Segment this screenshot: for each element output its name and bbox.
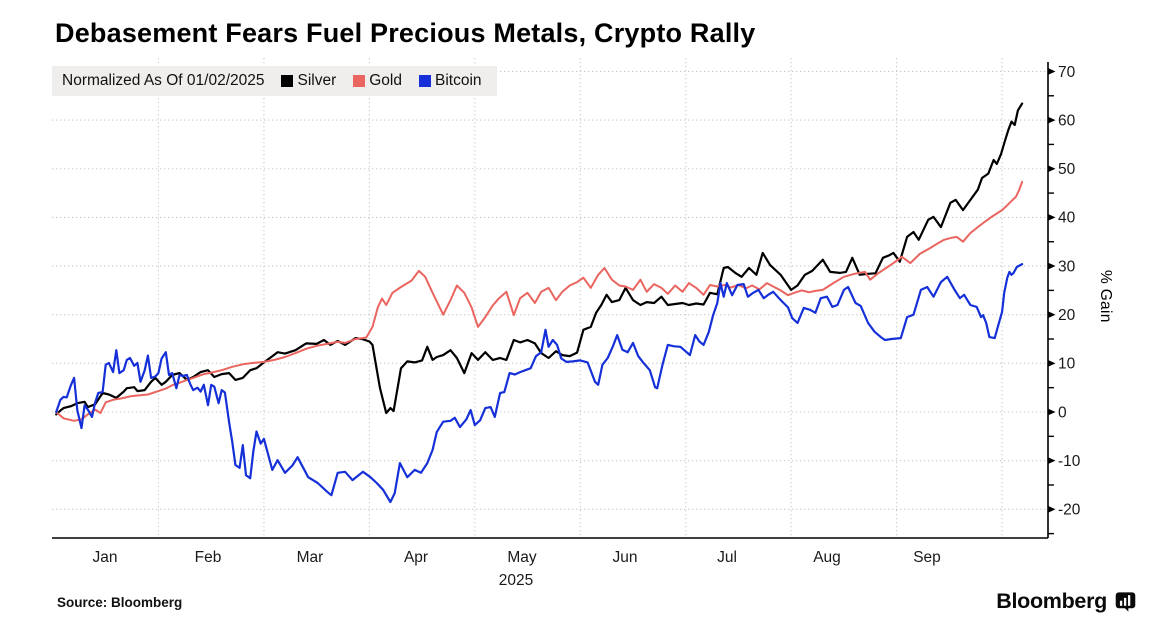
y-tick-label: 70 [1058,64,1076,81]
x-tick-label: Jul [717,549,737,566]
y-major-tick [1048,505,1056,513]
y-major-tick [1048,408,1056,416]
legend-label-silver: Silver [297,72,337,89]
legend-item-bitcoin: Bitcoin [419,72,482,90]
page-title: Debasement Fears Fuel Precious Metals, C… [55,18,756,48]
x-tick-label: Mar [297,549,324,566]
x-tick-label: Sep [913,549,941,566]
x-tick-label: Apr [404,549,428,566]
y-tick-label: 30 [1058,258,1076,275]
legend-swatch-silver [281,75,294,87]
legend-label-bitcoin: Bitcoin [435,72,482,89]
bloomberg-wordmark: Bloomberg [996,589,1107,613]
series-line-silver [55,102,1024,416]
y-tick-label: 20 [1058,307,1076,324]
legend-items: Silver Gold Bitcoin [281,72,482,90]
y-tick-label: 10 [1058,356,1076,373]
y-major-tick [1048,359,1056,367]
series-line-bitcoin [55,263,1024,504]
y-major-tick [1048,165,1056,173]
y-major-tick [1048,262,1056,270]
bloomberg-logo-icon [1114,590,1137,613]
y-tick-label: -10 [1058,453,1081,470]
y-major-tick [1048,457,1056,465]
x-tick-label: Jun [613,549,638,566]
bloomberg-brand: Bloomberg [996,589,1137,614]
series-line-gold [55,180,1024,422]
y-axis-title: % Gain [1097,270,1114,323]
y-tick-label: -20 [1058,502,1081,519]
y-tick-label: 40 [1058,210,1076,227]
y-tick-label: 60 [1058,112,1076,129]
legend-swatch-bitcoin [419,75,431,87]
y-major-tick [1048,68,1056,75]
x-tick-label: Jan [93,549,118,566]
y-tick-label: 50 [1058,161,1076,178]
y-major-tick [1048,116,1056,124]
source-label: Source: Bloomberg [57,595,183,610]
legend-item-silver: Silver [281,72,336,90]
x-axis-year-label: 2025 [499,572,533,589]
x-tick-label: May [507,549,537,566]
legend-item-gold: Gold [353,72,402,90]
legend-swatch-gold [353,75,366,87]
y-major-tick [1048,311,1056,319]
legend-normalized-note: Normalized As Of 01/02/2025 [62,72,265,89]
legend-label-gold: Gold [369,72,402,89]
x-tick-label: Aug [813,549,841,566]
y-tick-label: 0 [1058,404,1067,421]
x-tick-label: Feb [195,549,222,566]
y-major-tick [1048,214,1056,221]
legend: Normalized As Of 01/02/2025 Silver Gold Bi… [52,66,497,96]
